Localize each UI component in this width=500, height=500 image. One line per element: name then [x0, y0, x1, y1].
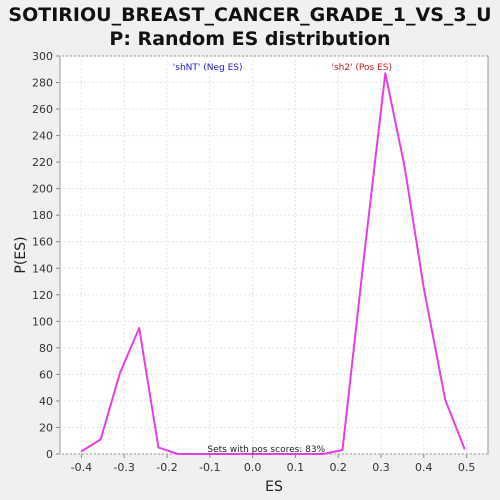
x-tick-label: 0.4	[415, 461, 433, 474]
x-tick-label: 0.5	[458, 461, 476, 474]
x-axis-label: ES	[265, 479, 283, 495]
y-tick-label: 180	[32, 209, 53, 222]
data-point	[384, 72, 387, 74]
y-axis-label: P(ES)	[13, 236, 29, 273]
chart-title: SOTIRIOU_BREAST_CANCER_GRADE_1_VS_3_U P:…	[0, 0, 500, 56]
y-tick-label: 80	[39, 342, 53, 355]
x-tick-label: -0.4	[71, 461, 92, 474]
x-tick-label: -0.1	[199, 461, 220, 474]
y-tick-label: 100	[32, 315, 53, 328]
x-tick-label: -0.3	[113, 461, 134, 474]
y-tick-label: 140	[32, 262, 53, 275]
chart-title-line-2: P: Random ES distribution	[109, 28, 391, 50]
y-tick-label: 40	[39, 395, 53, 408]
data-point	[444, 398, 447, 401]
plot-area	[59, 55, 489, 455]
y-tick-label: 280	[32, 77, 53, 90]
data-point	[176, 453, 179, 455]
y-tick-label: 300	[32, 50, 53, 63]
data-point	[80, 450, 83, 453]
x-tick-label: 0.2	[329, 461, 347, 474]
grid-lines	[60, 55, 488, 455]
y-tick-label: 60	[39, 368, 53, 381]
y-tick-label: 160	[32, 236, 53, 249]
x-tick-label: 0.3	[372, 461, 390, 474]
data-point	[196, 453, 198, 455]
y-tick-label: 260	[32, 103, 53, 116]
data-point	[119, 372, 121, 374]
data-point	[138, 327, 140, 329]
legend-neg-es: 'shNT' (Neg ES)	[173, 63, 243, 73]
data-point	[234, 453, 237, 455]
data-point	[253, 453, 256, 455]
x-tick-label: -0.2	[156, 461, 177, 474]
axis-ticks: -0.4 -0.3 -0.2 -0.1 0.0 0.1 0.2 0.3 0.4 0.5 0 20 40 6…	[32, 50, 475, 474]
data-point	[157, 446, 160, 449]
y-tick-label: 20	[39, 421, 53, 434]
data-point	[273, 453, 275, 455]
data-point	[322, 453, 325, 455]
y-tick-label: 220	[32, 156, 53, 169]
y-tick-label: 240	[32, 130, 53, 143]
y-tick-label: 200	[32, 183, 53, 196]
data-point	[341, 449, 344, 451]
data-point	[307, 453, 310, 455]
chart-title-line-1: SOTIRIOU_BREAST_CANCER_GRADE_1_VS_3_U	[8, 4, 492, 26]
legend-pos-es: 'sh2' (Pos ES)	[331, 63, 392, 73]
data-point	[423, 287, 425, 290]
data-point	[463, 447, 466, 450]
x-tick-label: 0.0	[244, 461, 262, 474]
series-layer	[80, 72, 466, 455]
data-point	[363, 256, 365, 259]
y-tick-label: 0	[46, 448, 53, 461]
data-point	[99, 438, 102, 441]
pos-scores-annotation: Sets with pos scores: 83%	[207, 445, 325, 455]
data-point	[403, 165, 406, 167]
data-point	[215, 453, 217, 455]
x-tick-label: 0.1	[287, 461, 305, 474]
y-tick-label: 120	[32, 289, 53, 302]
data-point	[292, 453, 295, 455]
